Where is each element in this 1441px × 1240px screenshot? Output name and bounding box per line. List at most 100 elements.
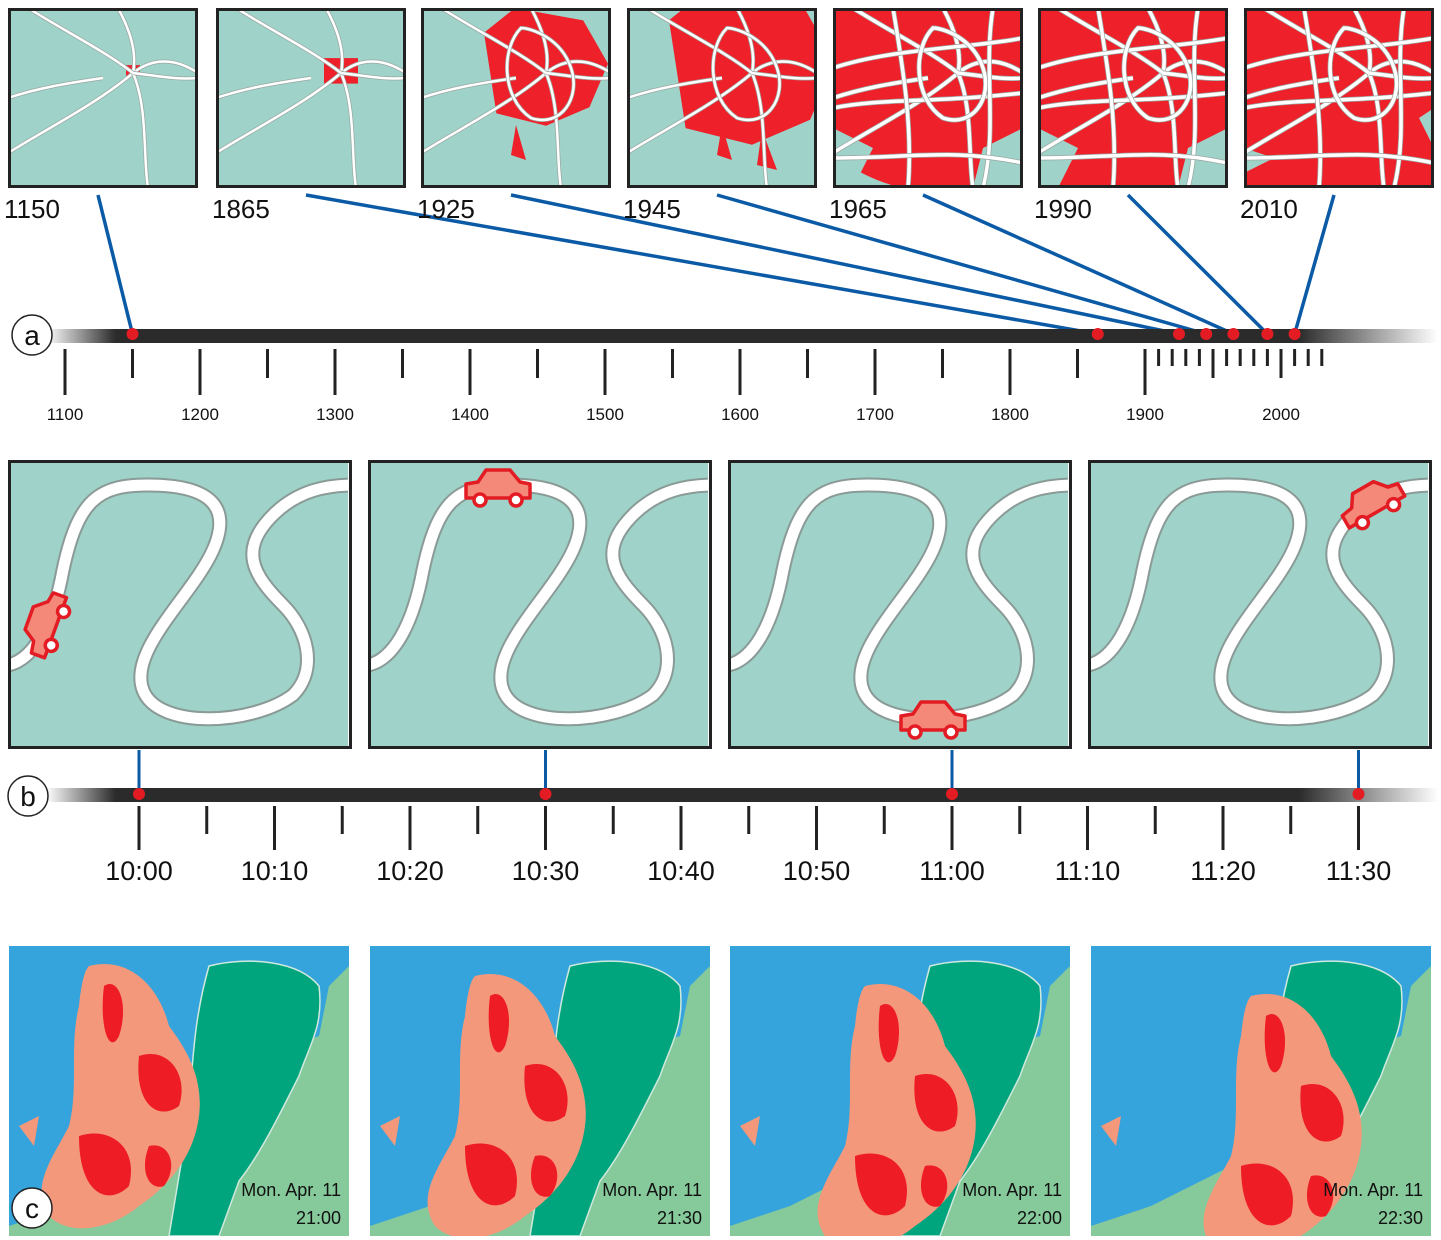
b-marker — [539, 788, 552, 800]
c-rain-heavy — [1300, 1084, 1344, 1142]
c-frame-time: 21:00 — [296, 1208, 341, 1228]
a-tick-label-2000: 2000 — [1262, 405, 1300, 424]
a-year-label-1965: 1965 — [829, 194, 887, 224]
c-frame-date: Mon. Apr. 11 — [602, 1180, 702, 1200]
a-connector-1865 — [305, 193, 1099, 336]
b-tick-label: 10:30 — [512, 856, 580, 886]
c-rain-heavy — [1306, 1175, 1334, 1217]
c-rain-heavy — [465, 1143, 517, 1206]
a-tick-label-1900: 1900 — [1126, 405, 1164, 424]
a-year-label-1945: 1945 — [623, 194, 681, 224]
car-icon — [464, 468, 532, 508]
c-radar-frame-21:00: Mon. Apr. 11 21:00 — [9, 946, 349, 1236]
panel-a-label-circle — [11, 314, 53, 356]
a-map-1150 — [8, 8, 198, 188]
b-tick-label: 11:30 — [1326, 856, 1392, 886]
b-tick-label: 10:50 — [783, 856, 851, 886]
a-map-2010 — [1244, 8, 1434, 188]
panel-c-label: c — [25, 1193, 39, 1224]
a-connector-1990 — [1126, 193, 1269, 336]
panel-b-car-route: 10:00 10:10 10:20 10:30 10:40 10:50 11:00 11:10… — [7, 460, 1438, 886]
b-axis-tick-labels: 10:00 10:10 10:20 10:30 10:40 10:50 11:00 11:10… — [105, 856, 1391, 886]
b-tick-label: 10:20 — [376, 856, 444, 886]
c-rain-heavy — [1241, 1163, 1293, 1226]
a-tick-label-1800: 1800 — [991, 405, 1029, 424]
a-map-1925 — [421, 8, 611, 188]
c-rain-speck — [740, 1116, 760, 1146]
a-marker-2010 — [1288, 328, 1301, 340]
a-marker-1925 — [1173, 328, 1185, 340]
a-marker-1965 — [1227, 328, 1240, 340]
b-route — [368, 479, 708, 725]
a-tick-label-1600: 1600 — [721, 405, 759, 424]
b-marker — [1352, 788, 1365, 800]
b-tick-label: 11:20 — [1190, 856, 1256, 886]
c-frame-time: 22:00 — [1017, 1208, 1062, 1228]
a-year-label-1925: 1925 — [417, 194, 475, 224]
a-connector-1150 — [96, 194, 135, 335]
b-tick-label: 10:00 — [105, 856, 173, 886]
b-tick-label: 10:40 — [647, 856, 715, 886]
b-map-11:00 — [728, 460, 1072, 749]
b-marker — [133, 788, 145, 800]
panel-b-label: b — [20, 781, 36, 812]
car-icon — [899, 700, 967, 740]
a-map-1945 — [627, 8, 817, 188]
b-route — [8, 479, 348, 725]
a-connector-lines — [96, 193, 1336, 336]
c-rain-heavy — [488, 994, 510, 1053]
panel-c-label-circle — [11, 1187, 53, 1229]
c-rain-speck — [19, 1116, 39, 1146]
c-rain-field — [427, 974, 586, 1236]
b-tick-label: 10:10 — [241, 856, 309, 886]
c-rain-field — [1203, 994, 1362, 1236]
a-map-1965 — [833, 8, 1023, 188]
a-marker-1945 — [1200, 328, 1213, 340]
a-year-label-1990: 1990 — [1034, 194, 1092, 224]
a-tick-label-1700: 1700 — [856, 405, 894, 424]
c-rain-heavy — [79, 1133, 131, 1196]
a-connector-2010 — [1292, 194, 1336, 335]
c-frame-date: Mon. Apr. 11 — [962, 1180, 1062, 1200]
b-tick-label: 11:00 — [919, 856, 985, 886]
c-frame-time: 21:30 — [657, 1208, 702, 1228]
c-rain-heavy — [102, 984, 124, 1043]
b-timeline-axis — [46, 788, 1438, 802]
c-rain-heavy — [144, 1145, 172, 1187]
b-route — [728, 479, 1068, 725]
panel-a-label: a — [24, 320, 40, 351]
a-tick-label-1300: 1300 — [316, 405, 354, 424]
a-connector-1925 — [510, 193, 1180, 336]
c-rain-heavy — [920, 1165, 948, 1207]
a-map-thumbnails — [8, 8, 1434, 188]
panel-a-city-growth: 1150 1865 1925 1945 1965 1990 2010 1100 1200 130… — [4, 8, 1438, 424]
b-tick-label: 11:10 — [1055, 856, 1121, 886]
a-year-label-1150: 1150 — [4, 194, 60, 224]
panel-b-label-circle — [7, 775, 49, 817]
car-icon — [23, 591, 72, 660]
a-connector-1965 — [922, 193, 1235, 336]
a-time-markers — [126, 328, 1301, 340]
c-rain-field — [41, 964, 200, 1229]
a-tick-label-1200: 1200 — [181, 405, 219, 424]
c-rain-heavy — [524, 1064, 568, 1122]
c-radar-frame-22:00: Mon. Apr. 11 22:00 — [730, 946, 1070, 1236]
c-frame-date: Mon. Apr. 11 — [241, 1180, 341, 1200]
b-axis-ticks — [137, 806, 1360, 850]
b-marker — [946, 788, 958, 800]
a-year-label-1865: 1865 — [212, 194, 270, 224]
a-timeline-axis — [46, 329, 1438, 343]
b-route — [1088, 479, 1428, 725]
panel-c-rain-radar: Mon. Apr. 11 21:00 Mon. Apr. 11 21:30 Mon. A… — [9, 946, 1431, 1236]
c-rain-field — [817, 984, 976, 1236]
b-time-markers — [133, 788, 1365, 800]
c-rain-speck — [1101, 1116, 1121, 1146]
c-radar-frame-22:30: Mon. Apr. 11 22:30 — [1091, 946, 1431, 1236]
c-rain-heavy — [1264, 1014, 1286, 1073]
a-marker-1990 — [1261, 328, 1274, 340]
a-axis-ticks — [63, 349, 1324, 395]
c-rain-heavy — [855, 1153, 907, 1216]
a-axis-tick-labels: 1100 1200 1300 1400 1500 1600 1700 1800 1900 2000 — [47, 405, 1300, 424]
a-tick-label-1400: 1400 — [451, 405, 489, 424]
